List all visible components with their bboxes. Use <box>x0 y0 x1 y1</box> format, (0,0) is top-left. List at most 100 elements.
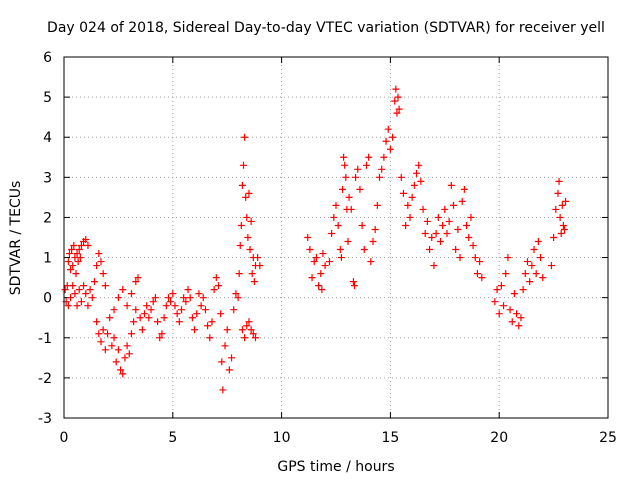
data-point <box>169 290 177 298</box>
data-point <box>330 213 338 221</box>
data-point <box>452 246 460 254</box>
data-point <box>248 270 256 278</box>
data-point <box>334 221 342 229</box>
x-tick-label: 5 <box>168 430 177 446</box>
data-point <box>454 225 462 233</box>
data-point <box>421 229 429 237</box>
data-point <box>145 314 153 322</box>
x-tick-label: 0 <box>60 430 69 446</box>
data-point <box>73 250 81 258</box>
data-point <box>88 294 96 302</box>
data-point <box>74 258 82 266</box>
y-tick-label: 1 <box>43 251 52 267</box>
data-point <box>77 242 85 250</box>
axis-ticks <box>63 56 609 419</box>
data-point <box>408 193 416 201</box>
data-point <box>238 326 246 334</box>
data-point <box>384 125 392 133</box>
data-point <box>476 258 484 266</box>
data-point <box>513 310 521 318</box>
data-point <box>193 310 201 318</box>
data-point <box>397 173 405 181</box>
data-point <box>562 197 570 205</box>
data-point <box>336 246 344 254</box>
data-point <box>428 234 436 241</box>
data-point <box>180 294 188 302</box>
data-point <box>67 266 75 274</box>
data-point <box>240 161 248 169</box>
data-point <box>354 165 362 173</box>
data-point <box>373 201 381 209</box>
data-point <box>127 290 135 298</box>
data-point <box>328 229 336 237</box>
data-point <box>519 286 527 294</box>
data-point <box>321 262 329 270</box>
data-point <box>391 97 399 105</box>
data-point <box>156 334 164 342</box>
data-point <box>463 221 471 229</box>
data-point <box>436 238 444 246</box>
data-point <box>393 109 401 117</box>
data-point <box>458 197 466 205</box>
data-point <box>315 282 323 290</box>
data-point <box>460 185 468 193</box>
data-point <box>251 334 259 342</box>
x-tick-label: 15 <box>381 430 399 446</box>
data-point <box>344 238 352 246</box>
data-point <box>497 282 505 290</box>
data-point <box>554 189 562 197</box>
data-point <box>123 342 131 350</box>
data-point <box>312 254 320 262</box>
y-tick-label: -2 <box>38 371 52 387</box>
data-point <box>101 346 109 354</box>
data-point <box>445 217 453 225</box>
plot-frame <box>63 56 609 419</box>
data-point <box>134 274 142 282</box>
data-point <box>450 201 458 209</box>
data-point <box>95 330 103 338</box>
data-point <box>214 282 222 290</box>
data-point <box>99 326 107 334</box>
data-point <box>325 258 333 266</box>
data-point <box>402 221 410 229</box>
data-point <box>117 366 125 374</box>
data-point <box>149 298 157 306</box>
data-point <box>106 314 114 322</box>
data-point <box>367 258 375 266</box>
data-point <box>191 326 199 334</box>
data-point <box>552 205 560 213</box>
data-point <box>61 286 69 294</box>
data-point <box>558 201 566 209</box>
data-point <box>423 217 431 225</box>
data-point <box>195 290 203 298</box>
data-point <box>502 270 510 278</box>
data-point <box>208 318 216 326</box>
data-point <box>75 286 83 294</box>
data-point <box>162 302 170 310</box>
data-point <box>432 229 440 237</box>
data-point <box>530 246 538 254</box>
data-point <box>304 234 312 241</box>
data-point <box>349 278 357 286</box>
data-point <box>125 350 133 358</box>
data-point <box>188 314 196 322</box>
data-point <box>406 213 414 221</box>
data-points <box>61 85 570 394</box>
data-point <box>75 246 83 254</box>
data-point <box>495 310 503 318</box>
data-point <box>86 286 94 294</box>
data-point <box>110 334 118 342</box>
data-point <box>104 330 112 338</box>
data-point <box>493 286 501 294</box>
chart-title: Day 024 of 2018, Sidereal Day-to-day VTE… <box>47 20 605 36</box>
data-point <box>219 386 227 394</box>
data-point <box>434 213 442 221</box>
data-point <box>371 225 379 233</box>
data-point <box>534 238 542 246</box>
data-point <box>217 310 225 318</box>
data-point <box>332 201 340 209</box>
data-point <box>68 246 76 254</box>
data-point <box>506 306 514 314</box>
data-point <box>413 169 421 177</box>
data-point <box>526 278 534 286</box>
